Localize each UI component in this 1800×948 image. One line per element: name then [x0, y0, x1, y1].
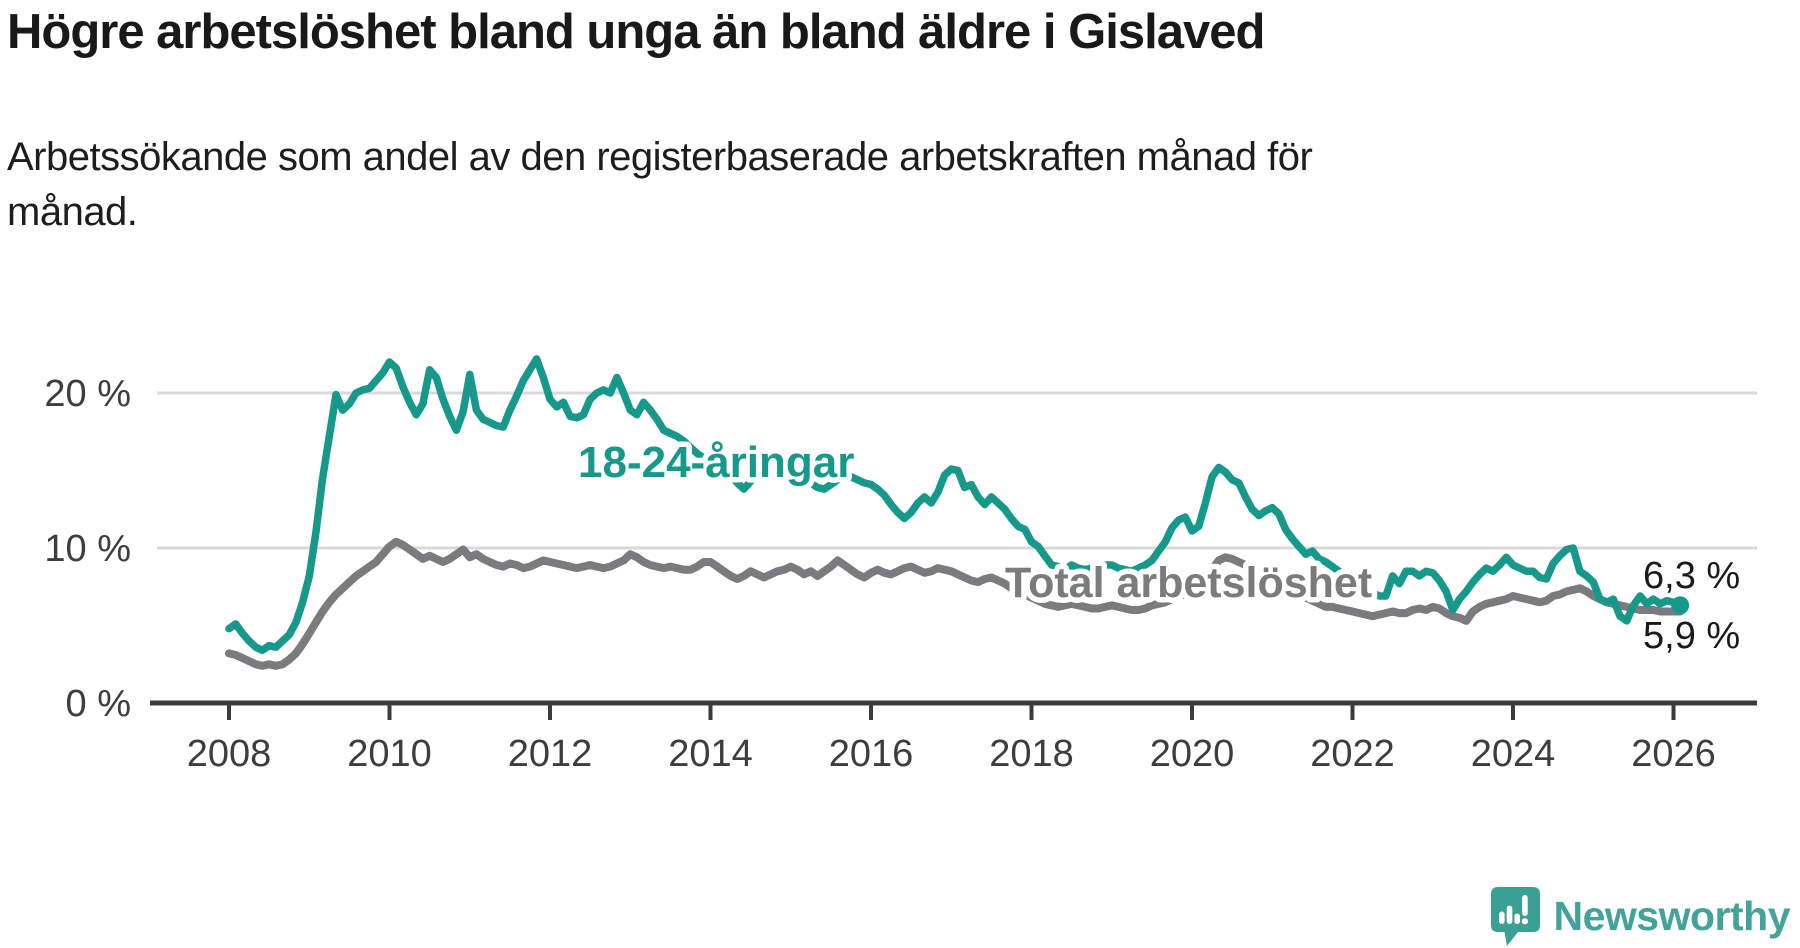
logo-bar-3 [1513, 913, 1520, 924]
y-tick-label: 20 % [44, 373, 131, 415]
x-tick-label: 2014 [668, 733, 753, 775]
x-tick-label: 2016 [829, 733, 914, 775]
series-label-total: Total arbetslöshet [1005, 559, 1372, 607]
page-title: Högre arbetslöshet bland unga än bland ä… [7, 5, 1265, 59]
x-tick-label: 2022 [1310, 733, 1395, 775]
x-tick-label: 2020 [1150, 733, 1235, 775]
brand-name: Newsworthy [1553, 893, 1791, 939]
logo-bar-1 [1498, 911, 1505, 924]
series-line-youth [225, 355, 1684, 655]
x-tick-label: 2018 [989, 733, 1074, 775]
y-tick-label: 10 % [44, 528, 131, 570]
end-value-label-youth: 6,3 % [1643, 555, 1740, 597]
series-line-total [225, 537, 1685, 670]
x-tick-label: 2008 [187, 733, 272, 775]
logo-bar-2 [1506, 905, 1512, 924]
chart-subtitle: Arbetssökande som andel av den registerb… [7, 130, 1313, 240]
series-end-dot [1671, 596, 1690, 615]
y-tick-label: 0 % [66, 683, 131, 725]
series-label-youth: 18-24-åringar [578, 438, 854, 487]
logo-exclamation-bar [1521, 895, 1528, 916]
newsworthy-logo: Newsworthy [1490, 887, 1791, 946]
x-tick-label: 2024 [1471, 733, 1556, 775]
subtitle-line-1: Arbetssökande som andel av den registerb… [7, 135, 1313, 179]
x-tick-label: 2012 [508, 733, 593, 775]
x-tick-label: 2026 [1631, 733, 1716, 775]
newsworthy-speech-bubble-icon [1490, 887, 1540, 946]
subtitle-line-2: månad. [7, 190, 138, 234]
x-tick-label: 2010 [347, 733, 432, 775]
logo-exclamation-dot [1521, 918, 1528, 925]
end-value-label-total: 5,9 % [1643, 615, 1740, 657]
